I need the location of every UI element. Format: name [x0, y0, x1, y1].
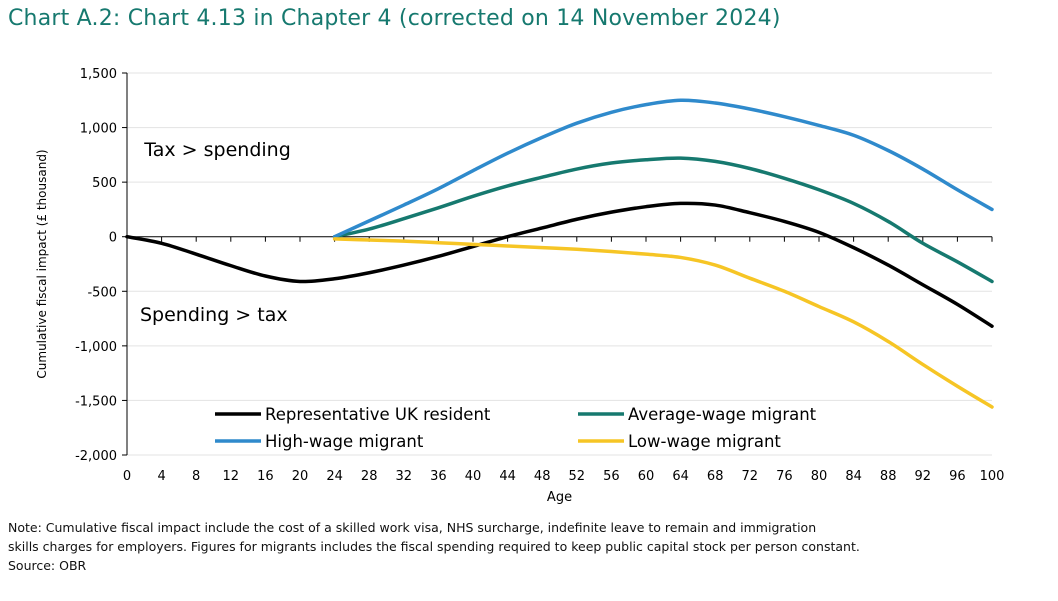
x-tick-label: 56 [603, 469, 620, 484]
x-tick-label: 12 [223, 469, 240, 484]
gridlines [127, 72, 992, 456]
y-tick-label: 1,000 [80, 122, 117, 137]
chart-title: Chart A.2: Chart 4.13 in Chapter 4 (corr… [8, 6, 781, 31]
x-tick-label: 28 [361, 469, 378, 484]
x-tick-label: 72 [742, 469, 759, 484]
annotation-spending-gt-tax: Spending > tax [140, 304, 288, 326]
x-axis-label: Age [547, 490, 572, 505]
x-tick-label: 100 [980, 469, 1005, 484]
x-tick-label: 64 [672, 469, 689, 484]
annotations: Tax > spending Spending > tax [140, 139, 291, 326]
series-line-representative-uk-resident [125, 201, 994, 328]
x-tick-label: 40 [465, 469, 482, 484]
x-tick-label: 68 [707, 469, 724, 484]
y-tick-label: -1,500 [75, 394, 117, 409]
x-tick-label: 4 [157, 469, 165, 484]
y-tick-label: -2,000 [75, 449, 117, 464]
x-tick-label: 52 [569, 469, 586, 484]
series-line-low-wage-migrant [332, 237, 994, 409]
y-tick-label: 0 [109, 231, 117, 246]
x-tick-label: 44 [499, 469, 516, 484]
chart-note: Note: Cumulative fiscal impact include t… [8, 518, 1048, 575]
series-line-average-wage-migrant [332, 156, 994, 284]
x-tick-label: 24 [326, 469, 343, 484]
x-tick-label: 32 [396, 469, 413, 484]
legend-label-representative-uk-resident: Representative UK resident [265, 405, 491, 424]
x-tick-label: 76 [776, 469, 793, 484]
x-tick-label: 8 [192, 469, 200, 484]
x-tick-label: 92 [915, 469, 932, 484]
x-tick-label: 16 [257, 469, 274, 484]
note-line-2: skills charges for employers. Figures fo… [8, 539, 860, 554]
x-tick-label: 96 [949, 469, 966, 484]
series-lines [125, 98, 994, 409]
series-line-high-wage-migrant [332, 98, 994, 239]
x-tick-label: 0 [123, 469, 131, 484]
y-tick-label: 500 [92, 176, 117, 191]
annotation-tax-gt-spending: Tax > spending [143, 139, 290, 161]
x-tick-label: 48 [534, 469, 551, 484]
legend-label-low-wage-migrant: Low-wage migrant [628, 432, 781, 451]
x-tick-label: 80 [811, 469, 828, 484]
legend-label-average-wage-migrant: Average-wage migrant [628, 405, 817, 424]
y-axis-label: Cumulative fiscal impact (£ thousand) [35, 149, 49, 378]
x-tick-label: 84 [845, 469, 862, 484]
y-tick-label: 1,500 [80, 67, 117, 82]
source-line: Source: OBR [8, 558, 87, 573]
y-tick-label: -500 [87, 285, 117, 300]
legend-label-high-wage-migrant: High-wage migrant [265, 432, 424, 451]
x-tick-label: 88 [880, 469, 897, 484]
y-tick-label: -1,000 [75, 340, 117, 355]
legend: Representative UK resident Average-wage m… [215, 405, 817, 451]
note-line-1: Note: Cumulative fiscal impact include t… [8, 520, 817, 535]
x-tick-label: 36 [430, 469, 447, 484]
x-tick-label: 60 [638, 469, 655, 484]
x-tick-label: 20 [292, 469, 309, 484]
